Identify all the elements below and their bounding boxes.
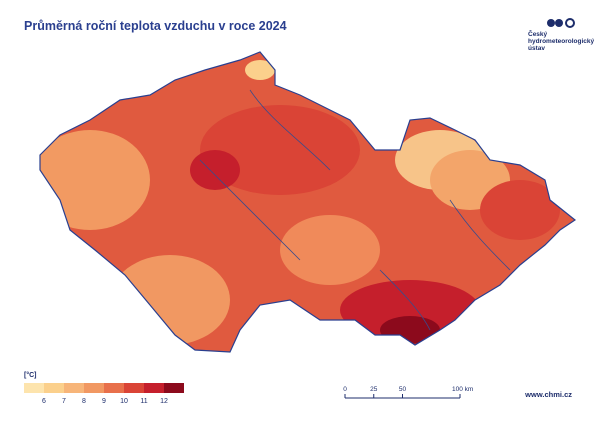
url: www.chmi.cz [524, 390, 572, 399]
temperature-area [190, 150, 240, 190]
legend-label: 11 [140, 398, 147, 405]
legend-swatch [64, 383, 84, 393]
temperature-area [245, 60, 275, 80]
legend-label: 9 [102, 398, 106, 405]
logo-dot [547, 19, 555, 27]
temperature-area [480, 180, 560, 240]
legend-label: 12 [160, 398, 168, 405]
legend-swatch [24, 383, 44, 393]
legend: [°C] 6 7 8 9 10 11 12 [24, 371, 184, 405]
legend-swatch [144, 383, 164, 393]
logo-ring [565, 18, 575, 28]
temperature-area [340, 280, 480, 340]
logo-text: hydrometeorologický [528, 38, 594, 45]
temperature-area [200, 105, 360, 195]
scale-label: 25 [370, 386, 378, 393]
legend-swatch [164, 383, 184, 393]
legend-swatch [104, 383, 124, 393]
legend-swatch [84, 383, 104, 393]
legend-label: 10 [120, 398, 128, 405]
legend-unit: [°C] [24, 371, 37, 379]
temperature-area [280, 215, 380, 285]
scale-label: 100 km [452, 386, 473, 393]
scale-label: 0 [343, 386, 347, 393]
legend-label: 6 [42, 398, 46, 405]
scale-bar: 0 25 50 100 km [343, 386, 473, 399]
title: Průměrná roční teplota vzduchu v roce 20… [24, 19, 287, 33]
legend-label: 7 [62, 398, 66, 405]
logo-text: ústav [528, 45, 545, 52]
logo-text: Český [528, 29, 548, 38]
scale-label: 50 [399, 386, 407, 393]
legend-swatch [124, 383, 144, 393]
legend-swatch [44, 383, 64, 393]
logo-dot [555, 19, 563, 27]
logo: Český hydrometeorologický ústav [528, 18, 594, 52]
legend-label: 8 [82, 398, 86, 405]
river [199, 89, 511, 331]
map [39, 51, 576, 353]
